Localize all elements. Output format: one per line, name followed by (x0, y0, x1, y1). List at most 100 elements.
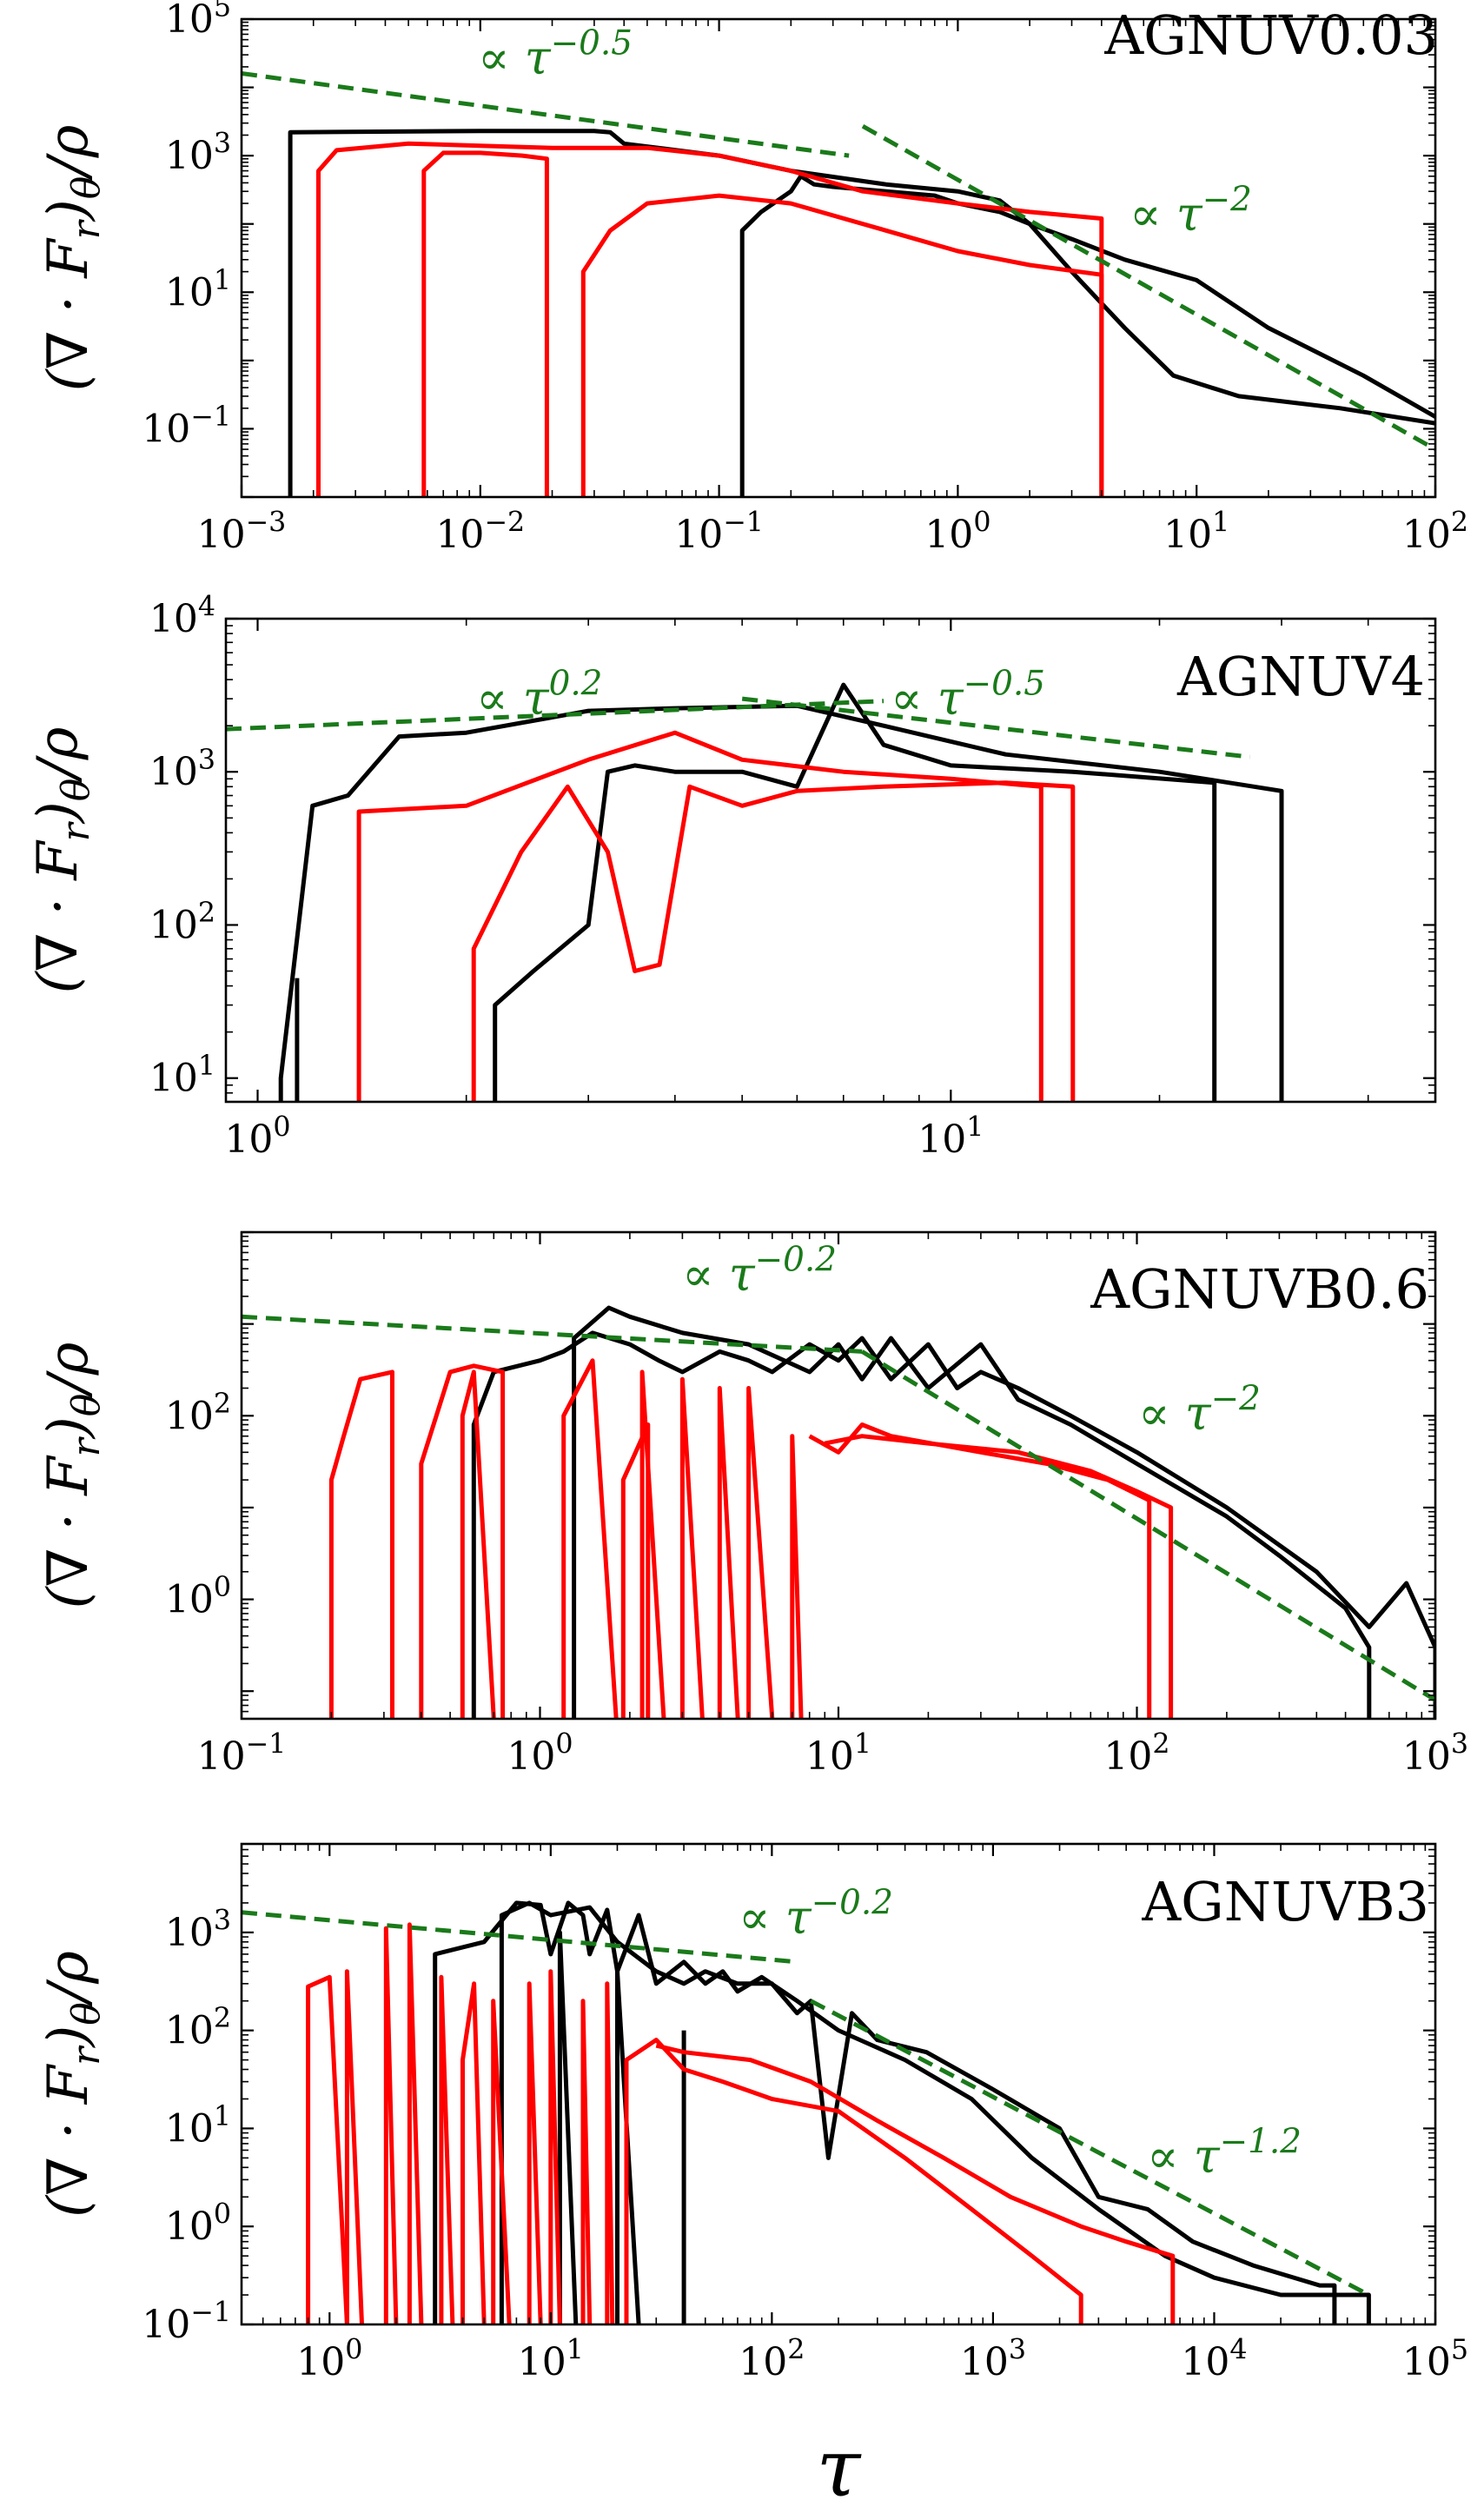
red-series-15 (605, 1981, 615, 2324)
y-tick-label: 104 (149, 592, 215, 641)
red-series-12 (808, 1422, 1152, 1719)
red-series-2 (328, 1369, 394, 1719)
panel-agnuvb3: 100 101 102 103 104 105 10−1 100 101 102 103 AGNUVB… (36, 1842, 1468, 2513)
black-series-2 (493, 682, 1217, 1102)
red-series-11 (491, 1999, 512, 2324)
x-tick-label: 10−1 (674, 507, 764, 557)
red-series-7 (383, 1926, 399, 2324)
slope-annotation: ∝ τ−0.2 (739, 1883, 893, 1945)
panel-title: AGNUVB0.6 (1090, 1257, 1429, 1321)
trend-line-0 (242, 1910, 798, 1965)
red-series-3 (356, 730, 1043, 1102)
black-series-1 (499, 1900, 1337, 2324)
y-tick-label: 101 (165, 2101, 231, 2151)
y-tick-label: 102 (165, 2003, 231, 2052)
red-series-6 (639, 1369, 666, 1719)
red-series-9 (439, 1974, 455, 2324)
red-series-11 (620, 1422, 651, 1719)
black-series-0 (471, 1330, 1435, 1719)
black-series-3 (615, 1969, 641, 2324)
trend-line-1 (860, 1349, 1435, 1702)
black-series-0 (278, 703, 1284, 1102)
x-tick-label: 100 (924, 507, 990, 557)
red-series-14 (580, 1999, 593, 2324)
trend-line-1 (861, 124, 1435, 452)
red-series-6 (344, 1969, 364, 2324)
red-series-4 (460, 1369, 496, 1719)
slope-annotation: ∝ τ−2 (1130, 180, 1252, 242)
red-series-13 (824, 1434, 1174, 1719)
trend-line-1 (810, 1999, 1370, 2298)
x-tick-label: 102 (1103, 1729, 1169, 1779)
y-tick-label: 105 (165, 0, 231, 42)
plot-area (242, 1900, 1371, 2324)
red-series-17 (655, 2043, 1176, 2324)
y-tick-label: 10−1 (142, 2298, 231, 2347)
slope-annotation: ∝ τ−2 (1138, 1379, 1261, 1441)
x-tick-label: 104 (1181, 2335, 1247, 2384)
y-tick-label: 102 (149, 898, 215, 947)
trend-line-1 (741, 696, 1250, 759)
ticks (225, 617, 1436, 1103)
red-series-5 (306, 1974, 349, 2324)
ticks (240, 1230, 1437, 1720)
plot-area (226, 682, 1284, 1102)
red-series-4 (471, 780, 1076, 1102)
red-series-4 (580, 193, 1104, 497)
panel-title: AGNUVB3 (1141, 1870, 1429, 1933)
x-tick-label: 105 (1402, 2335, 1468, 2384)
x-tick-label: 101 (518, 2335, 584, 2384)
y-axis-label: (∇ · Fr)θ/ρ (26, 726, 98, 993)
slope-annotation: ∝ τ−0.5 (478, 23, 633, 85)
y-tick-label: 100 (165, 1572, 231, 1621)
x-tick-label: 10−3 (197, 507, 287, 557)
red-series-3 (419, 1363, 506, 1719)
y-tick-label: 101 (165, 265, 231, 315)
panel-agnuvb0.6: 10−1 100 101 102 103 100 102 AGNUVB0.6 ∝ τ−0.2 ∝ … (36, 1230, 1468, 1779)
trend-line-0 (242, 1314, 863, 1354)
red-series-13 (548, 1969, 562, 2324)
x-tick-label: 10−1 (197, 1729, 287, 1779)
y-tick-label: 103 (149, 745, 215, 794)
y-axis-label: (∇ · Fr)θ/ρ (36, 1951, 109, 2218)
black-series-1 (572, 1305, 1372, 1719)
y-tick-label: 101 (149, 1051, 215, 1100)
plot-area (242, 71, 1435, 497)
red-series-2 (316, 141, 1104, 497)
black-series-0 (288, 129, 1435, 497)
red-series-5 (561, 1358, 619, 1719)
black-series-1 (739, 174, 1435, 497)
ticks (240, 17, 1437, 499)
x-tick-label: 100 (224, 1112, 290, 1162)
x-tick-label: 10−2 (435, 507, 525, 557)
red-series-3 (421, 150, 549, 497)
panel-title: AGNUV4 (1176, 645, 1425, 708)
x-tick-label: 101 (805, 1729, 871, 1779)
panel-title: AGNUV0.03 (1103, 3, 1438, 67)
slope-annotation: ∝ τ−0.2 (682, 1240, 837, 1302)
x-tick-label: 102 (739, 2335, 805, 2384)
x-tick-label: 103 (1402, 1729, 1468, 1779)
y-tick-label: 102 (165, 1389, 231, 1438)
x-tick-label: 102 (1402, 507, 1468, 557)
ticks (241, 1843, 1437, 2326)
x-tick-label: 103 (960, 2335, 1026, 2384)
x-tick-label: 100 (507, 1729, 573, 1779)
red-series-9 (746, 1386, 775, 1719)
red-series-8 (717, 1386, 740, 1719)
y-tick-label: 100 (165, 2199, 231, 2249)
red-series-7 (679, 1376, 705, 1719)
trend-line-0 (242, 71, 850, 158)
slope-annotation: ∝ τ−0.5 (891, 664, 1045, 726)
x-tick-label: 101 (1163, 507, 1229, 557)
black-series-2 (557, 1930, 579, 2324)
y-axis-label: (∇ · Fr)θ/ρ (36, 1342, 109, 1608)
red-series-16 (624, 2038, 1083, 2324)
red-series-12 (527, 1981, 543, 2324)
x-tick-label: 100 (296, 2335, 362, 2384)
axes-frame (240, 17, 1437, 499)
slope-annotation: ∝ τ0.2 (476, 664, 602, 726)
panel-agnuv0.03: 10−3 10−2 10−1 100 101 102 10−1 101 103 105 AGNUV0… (36, 0, 1468, 557)
trend-line-0 (226, 699, 884, 732)
